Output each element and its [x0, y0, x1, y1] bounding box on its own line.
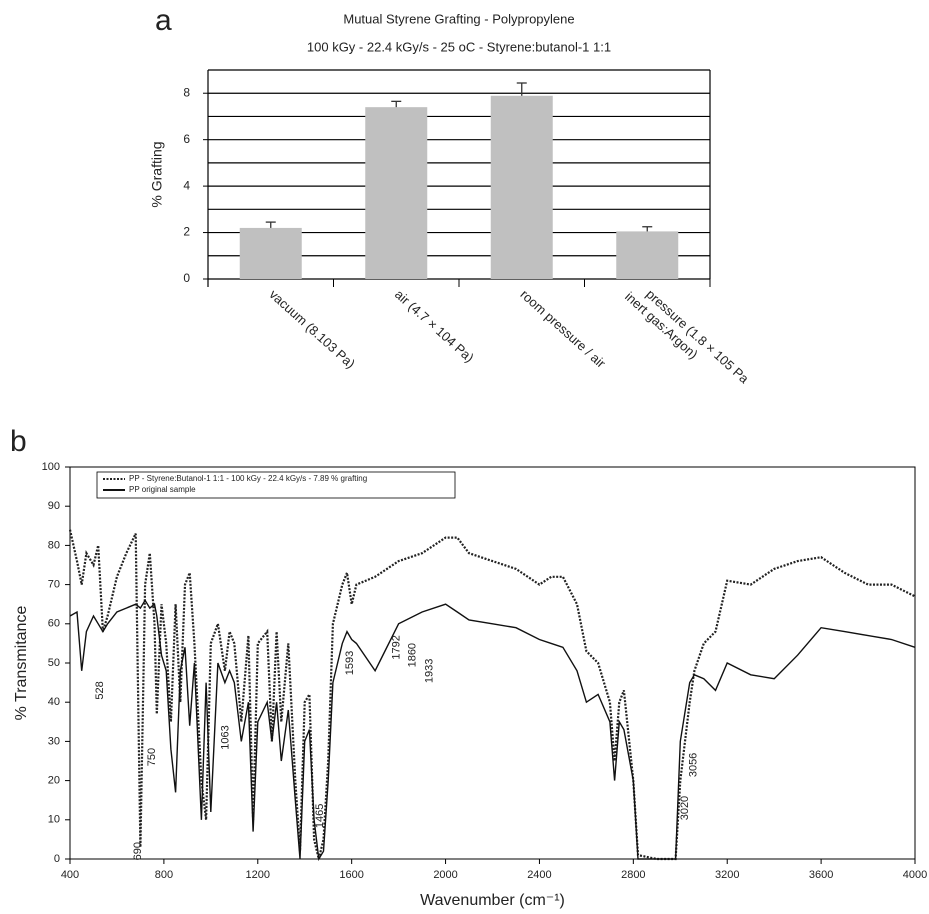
y-tick-label: 0 — [183, 271, 190, 285]
y-tick-label: 50 — [48, 657, 60, 669]
x-tick-label: 2000 — [433, 869, 457, 881]
chart-subtitle: 100 kGy - 22.4 kGy/s - 25 oC - Styrene:b… — [307, 39, 611, 54]
y-tick-label: 90 — [48, 500, 60, 512]
y-tick-label: 60 — [48, 618, 60, 630]
x-tick-label: 3600 — [809, 869, 833, 881]
spectrum-line — [68, 529, 916, 861]
error-bar — [642, 226, 653, 232]
y-axis-label: % Grafting — [149, 141, 165, 207]
error-bar — [516, 82, 527, 96]
legend-label: PP original sample — [129, 485, 196, 494]
panel-label: b — [10, 425, 27, 458]
peak-annotation: 690 — [132, 842, 144, 860]
x-tick-label: vacuum (8.103 Pa) — [266, 287, 358, 372]
x-tick-label: 1600 — [339, 869, 363, 881]
y-tick-label: 10 — [48, 814, 60, 826]
peak-annotation: 528 — [94, 681, 106, 699]
y-tick-label: 6 — [183, 132, 190, 146]
x-tick-label: 800 — [155, 869, 173, 881]
legend-label: PP - Styrene:Butanol-1 1:1 - 100 kGy - 2… — [129, 474, 367, 483]
x-tick-label: 1200 — [246, 869, 270, 881]
peak-annotation: 1933 — [424, 659, 436, 683]
y-tick-label: 40 — [48, 696, 60, 708]
chart-title: Mutual Styrene Grafting - Polypropylene — [343, 11, 574, 26]
x-tick-label: pressure (1.8 × 105 Painert gas:Argon) — [622, 277, 752, 399]
x-tick-label: air (4.7 × 104 Pa) — [392, 287, 477, 366]
y-tick-label: 2 — [183, 225, 190, 239]
spectrum-line — [69, 598, 916, 862]
y-tick-label: 0 — [54, 853, 60, 865]
peak-annotation: 3056 — [687, 753, 699, 777]
legend-box — [96, 471, 456, 499]
peak-annotation: 1593 — [344, 651, 356, 675]
error-bar — [265, 221, 276, 228]
y-tick-label: 70 — [48, 579, 60, 591]
label-line: pressure (1.8 × 105 Pa — [643, 287, 752, 387]
y-tick-label: 8 — [183, 85, 190, 99]
bar — [365, 107, 428, 280]
error-bar — [391, 100, 402, 108]
y-tick-label: 20 — [48, 775, 60, 787]
x-axis-label: Wavenumber (cm⁻¹) — [420, 892, 565, 909]
y-tick-label: 80 — [48, 539, 60, 551]
bar — [616, 231, 679, 279]
peak-annotation: 1063 — [220, 725, 232, 749]
x-tick-label: 400 — [61, 869, 79, 881]
x-tick-label: 4000 — [903, 869, 927, 881]
peak-annotation: 3020 — [679, 796, 691, 820]
peak-annotation: 1860 — [407, 643, 419, 667]
panel-label: a — [155, 4, 172, 37]
bar — [239, 227, 302, 279]
y-tick-label: 4 — [183, 178, 190, 192]
y-axis-label: % Transmitance — [13, 606, 30, 721]
x-tick-label: room pressure / air — [517, 287, 609, 372]
x-tick-label: 2400 — [527, 869, 551, 881]
x-tick-label: 2800 — [621, 869, 645, 881]
x-tick-label: 3200 — [715, 869, 739, 881]
y-tick-label: 100 — [42, 461, 60, 473]
peak-annotation: 1792 — [391, 635, 403, 659]
plot-frame — [69, 466, 916, 860]
peak-annotation: 1465 — [314, 804, 326, 828]
y-tick-label: 30 — [48, 735, 60, 747]
peak-annotation: 750 — [146, 748, 158, 766]
bar — [490, 95, 553, 279]
